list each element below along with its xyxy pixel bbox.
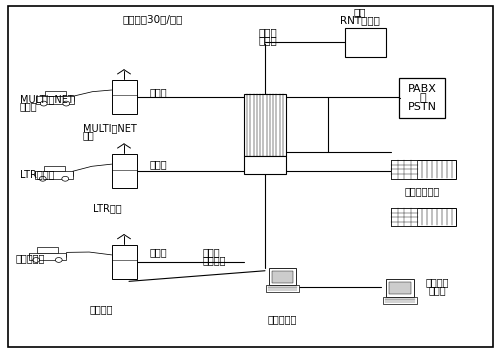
Text: 或: 或 bbox=[419, 93, 426, 103]
Circle shape bbox=[56, 258, 62, 262]
Bar bbox=[386, 279, 414, 297]
Bar bbox=[383, 297, 417, 304]
Circle shape bbox=[63, 101, 70, 106]
Text: 音频和: 音频和 bbox=[202, 247, 220, 257]
Text: 常规系统: 常规系统 bbox=[90, 304, 114, 314]
Text: MULTI－NET: MULTI－NET bbox=[82, 123, 136, 133]
Text: 管理机: 管理机 bbox=[428, 285, 446, 295]
Circle shape bbox=[40, 176, 46, 181]
Text: 系统: 系统 bbox=[82, 130, 94, 140]
Text: 远端用户: 远端用户 bbox=[426, 277, 449, 287]
Text: 调度员操作台: 调度员操作台 bbox=[405, 186, 440, 196]
Text: MULTI－NET: MULTI－NET bbox=[20, 94, 74, 104]
Text: PSTN: PSTN bbox=[408, 102, 437, 112]
Bar bbox=[392, 160, 417, 179]
Text: 系统管理机: 系统管理机 bbox=[268, 315, 297, 324]
Text: 数据链路: 数据链路 bbox=[202, 255, 226, 265]
Text: 络终端: 络终端 bbox=[258, 36, 277, 46]
Bar bbox=[400, 78, 446, 119]
Text: 转发台: 转发台 bbox=[150, 159, 168, 169]
Text: 无线网: 无线网 bbox=[258, 28, 277, 37]
Text: 转发台: 转发台 bbox=[150, 247, 168, 257]
Bar bbox=[44, 166, 64, 172]
Bar bbox=[112, 155, 136, 188]
Bar bbox=[266, 285, 299, 292]
Bar bbox=[392, 160, 456, 179]
Circle shape bbox=[33, 258, 40, 262]
Bar bbox=[244, 94, 286, 156]
Circle shape bbox=[62, 176, 68, 181]
Text: 转发器（30个/网）: 转发器（30个/网） bbox=[122, 14, 182, 24]
Bar bbox=[112, 80, 136, 114]
Bar bbox=[388, 282, 411, 294]
Bar bbox=[35, 171, 73, 179]
Text: LTR移动台: LTR移动台 bbox=[20, 169, 54, 179]
Bar bbox=[392, 208, 417, 226]
Text: PABX: PABX bbox=[408, 84, 437, 94]
Bar bbox=[272, 271, 293, 283]
Bar bbox=[36, 96, 74, 103]
Bar bbox=[29, 253, 66, 260]
Bar bbox=[37, 247, 58, 253]
Circle shape bbox=[40, 101, 47, 106]
Bar bbox=[244, 156, 286, 174]
Bar bbox=[344, 28, 386, 57]
Bar bbox=[392, 208, 456, 226]
Bar bbox=[44, 91, 66, 96]
Bar bbox=[269, 268, 296, 285]
Text: 常规移动台: 常规移动台 bbox=[16, 253, 46, 263]
Text: 转发台: 转发台 bbox=[150, 88, 168, 97]
Text: 移动台: 移动台 bbox=[20, 101, 38, 111]
Bar bbox=[112, 245, 136, 279]
Text: 其它: 其它 bbox=[354, 7, 366, 17]
Text: RNT及系统: RNT及系统 bbox=[340, 16, 380, 25]
Text: LTR系统: LTR系统 bbox=[92, 203, 121, 213]
